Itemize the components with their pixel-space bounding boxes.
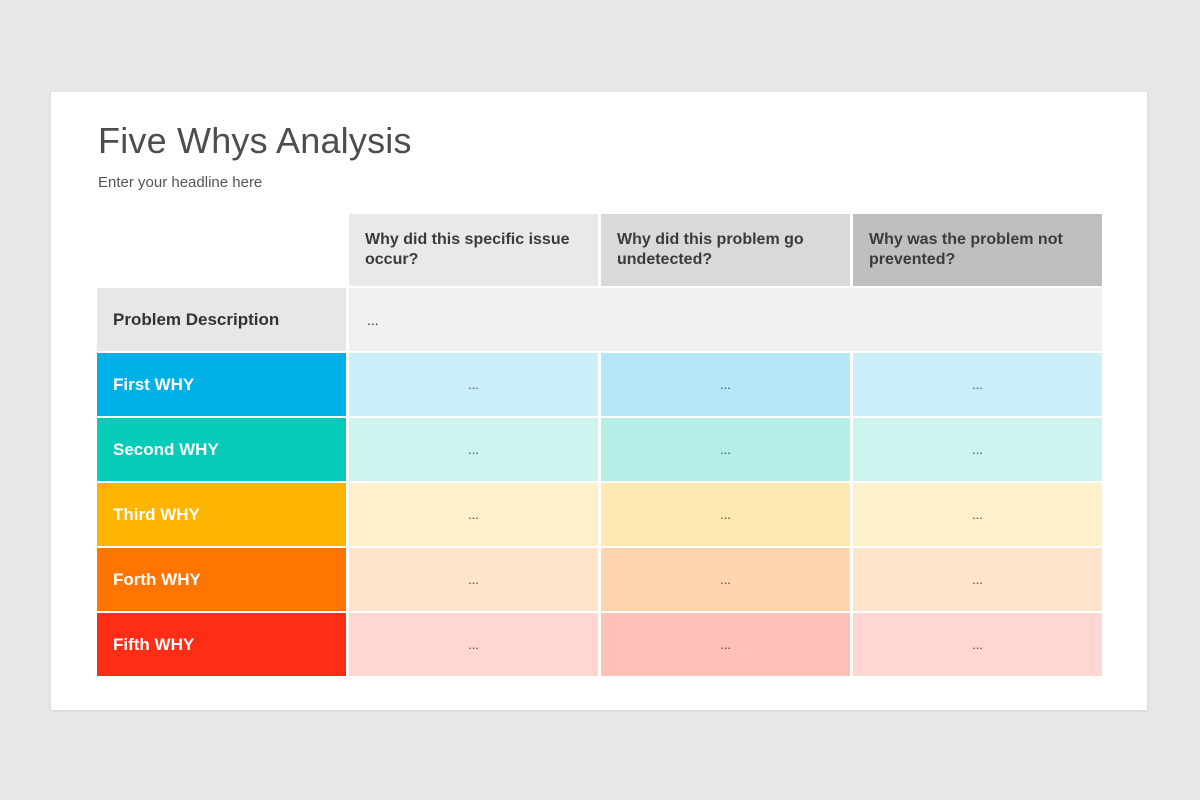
table-cell[interactable]: ... <box>853 548 1102 611</box>
table-cell[interactable]: ... <box>853 613 1102 676</box>
column-header-not-prevented: Why was the problem not prevented? <box>853 214 1102 286</box>
table-cell[interactable]: ... <box>349 613 598 676</box>
table-cell[interactable]: ... <box>853 483 1102 546</box>
column-header-undetected: Why did this problem go undetected? <box>601 214 850 286</box>
row-header-first-why: First WHY <box>97 353 346 416</box>
table-cell[interactable]: ... <box>349 483 598 546</box>
row-header-fifth-why: Fifth WHY <box>97 613 346 676</box>
slide: Five Whys Analysis Enter your headline h… <box>51 92 1147 710</box>
row-header-second-why: Second WHY <box>97 418 346 481</box>
problem-description-value[interactable]: ... <box>349 288 1102 351</box>
column-header-issue: Why did this specific issue occur? <box>349 214 598 286</box>
table-cell[interactable]: ... <box>601 548 850 611</box>
five-whys-table: Why did this specific issue occur? Why d… <box>97 214 1102 676</box>
table-cell[interactable]: ... <box>349 418 598 481</box>
table-cell[interactable]: ... <box>601 418 850 481</box>
page-title: Five Whys Analysis <box>98 120 412 161</box>
table-cell[interactable]: ... <box>601 353 850 416</box>
page-subtitle: Enter your headline here <box>98 174 263 191</box>
row-header-forth-why: Forth WHY <box>97 548 346 611</box>
table-cell[interactable]: ... <box>853 418 1102 481</box>
table-corner <box>97 214 346 286</box>
table-cell[interactable]: ... <box>349 353 598 416</box>
row-header-problem: Problem Description <box>97 288 346 351</box>
table-cell[interactable]: ... <box>601 483 850 546</box>
row-header-third-why: Third WHY <box>97 483 346 546</box>
table-cell[interactable]: ... <box>601 613 850 676</box>
table-cell[interactable]: ... <box>853 353 1102 416</box>
table-cell[interactable]: ... <box>349 548 598 611</box>
